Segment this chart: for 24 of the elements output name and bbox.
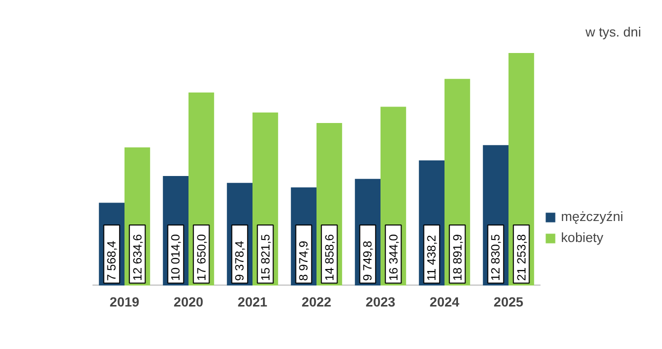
data-label: 9 378,4: [232, 240, 247, 281]
data-label: 12 634,6: [130, 234, 144, 281]
data-label: 18 891,9: [450, 234, 464, 281]
x-tick-label: 2023: [366, 294, 396, 310]
x-tick-label: 2019: [110, 294, 140, 310]
legend-label: kobiety: [561, 230, 604, 245]
data-label: 21 253,8: [514, 234, 528, 281]
legend-label: mężczyźni: [561, 209, 624, 224]
data-label: 9 749,8: [360, 240, 375, 281]
x-tick-label: 2025: [494, 294, 524, 310]
x-tick-label: 2022: [302, 294, 332, 310]
data-label: 14 858,6: [322, 234, 336, 281]
data-label: 7 568,4: [104, 240, 119, 281]
data-label: 16 344,0: [386, 234, 400, 281]
x-tick-label: 2020: [174, 294, 204, 310]
data-label: 15 821,5: [258, 234, 272, 281]
x-tick-label: 2024: [430, 294, 460, 310]
data-label: 12 830,5: [488, 234, 503, 281]
text: w tys. dni: [584, 24, 642, 40]
data-label: 11 438,2: [424, 234, 439, 281]
data-label: 17 650,0: [194, 234, 208, 281]
data-label: 8 974,9: [296, 240, 311, 281]
data-label: 10 014,0: [168, 234, 183, 281]
x-tick-label: 2021: [238, 294, 268, 310]
